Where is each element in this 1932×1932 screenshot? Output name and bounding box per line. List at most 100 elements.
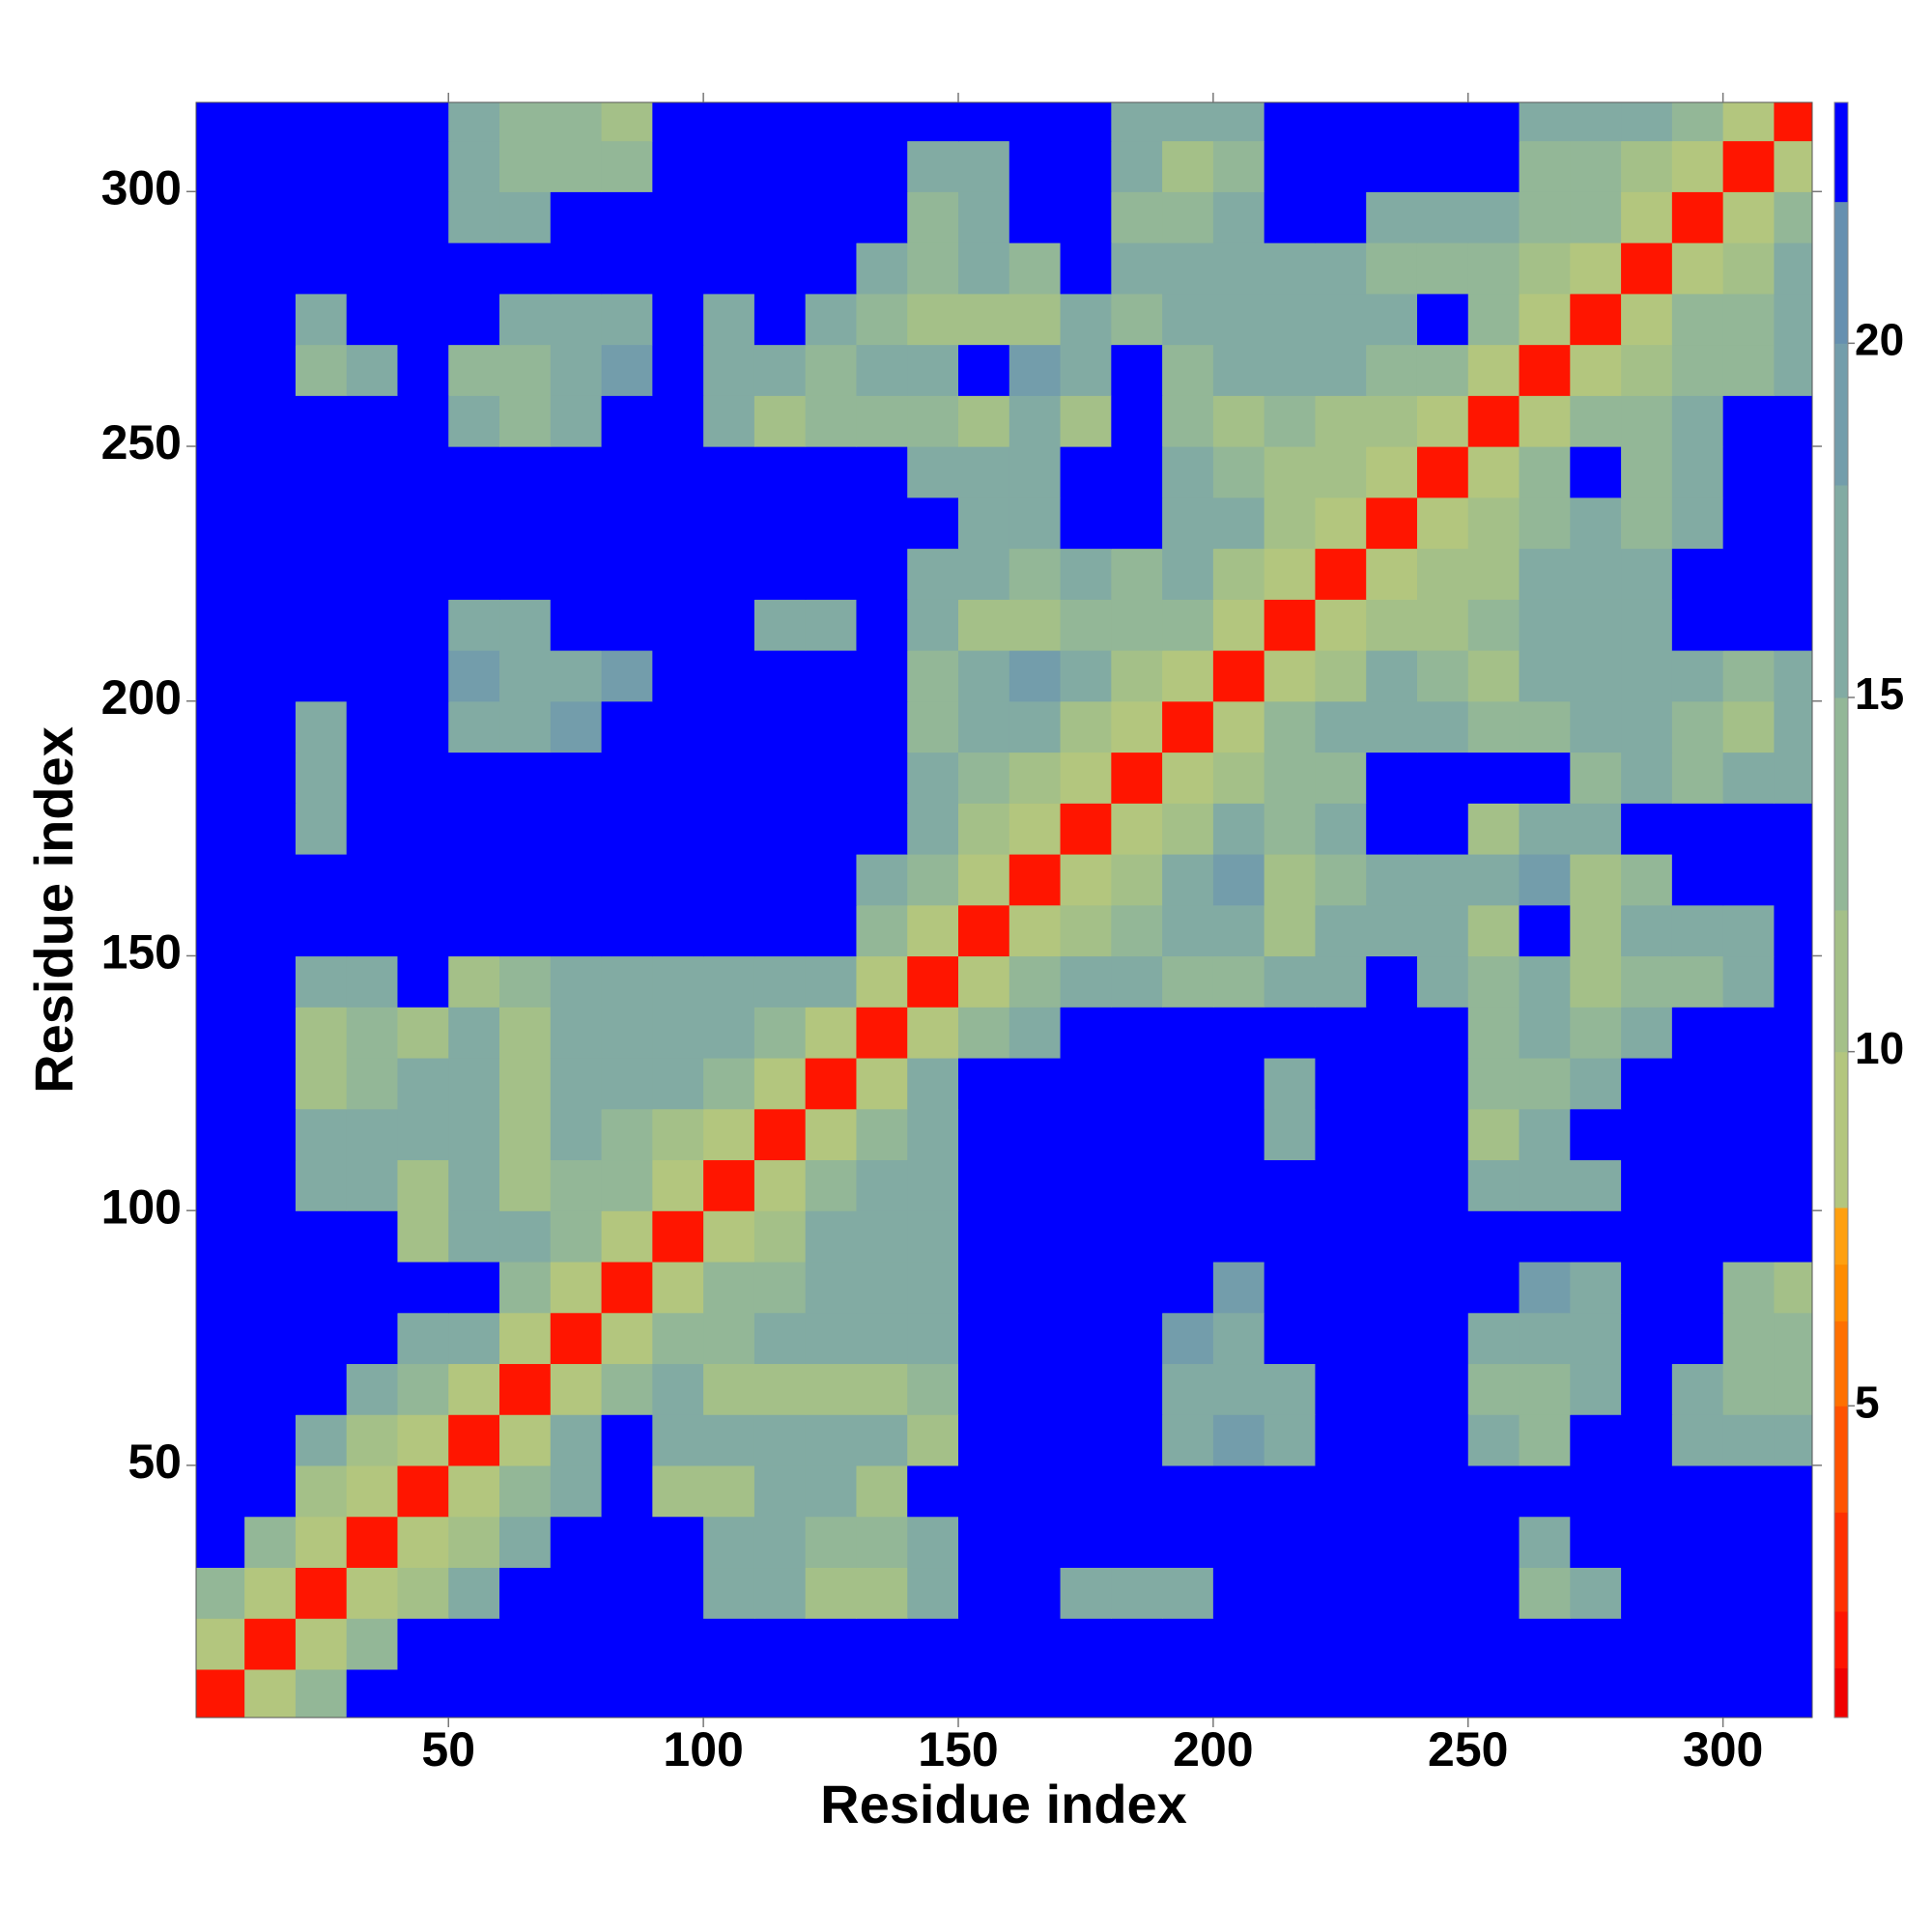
- heatmap-cell: [1671, 1516, 1724, 1569]
- heatmap-cell: [448, 599, 500, 651]
- heatmap-cell: [397, 497, 449, 550]
- heatmap-cell: [652, 242, 704, 295]
- heatmap-cell: [499, 853, 552, 906]
- heatmap-cell: [856, 1007, 908, 1059]
- heatmap-cell: [1212, 1618, 1265, 1670]
- heatmap-cell: [1315, 446, 1367, 498]
- heatmap-cell: [753, 650, 807, 702]
- heatmap-cell: [907, 904, 959, 957]
- heatmap-cell: [1009, 599, 1062, 651]
- heatmap-cell: [1264, 1618, 1317, 1670]
- heatmap-cell: [1519, 1567, 1571, 1619]
- heatmap-cell: [499, 102, 552, 142]
- heatmap-cell: [1315, 955, 1367, 1008]
- heatmap-cell: [1111, 1363, 1163, 1415]
- heatmap-cell: [550, 1108, 603, 1161]
- heatmap-cell: [1671, 700, 1724, 753]
- heatmap-cell: [652, 140, 704, 192]
- heatmap-cell: [805, 1312, 858, 1365]
- heatmap-cell: [346, 446, 399, 498]
- heatmap-cell: [652, 191, 704, 243]
- heatmap-cell: [1621, 1567, 1673, 1619]
- heatmap-cell: [1264, 1159, 1317, 1211]
- heatmap-cell: [1009, 1108, 1062, 1161]
- heatmap-cell: [1519, 1261, 1571, 1314]
- heatmap-cell: [1621, 1261, 1673, 1314]
- heatmap-cell: [753, 1668, 807, 1718]
- heatmap-cell: [448, 1210, 500, 1263]
- heatmap-cell: [1519, 1668, 1571, 1718]
- heatmap-cell: [1009, 700, 1062, 753]
- x-tick-label: 50: [421, 1722, 475, 1776]
- heatmap-cell: [1366, 1464, 1418, 1518]
- heatmap-cell: [550, 1210, 603, 1263]
- heatmap-cell: [397, 1668, 449, 1718]
- heatmap-cell: [805, 102, 858, 142]
- heatmap-cell: [346, 1414, 399, 1466]
- heatmap-cell: [601, 1159, 653, 1211]
- heatmap-cell: [1366, 1668, 1418, 1718]
- heatmap-cell: [753, 1210, 807, 1263]
- heatmap-cell: [1366, 1516, 1418, 1569]
- heatmap-cell: [1671, 1210, 1724, 1263]
- heatmap-cell: [295, 242, 348, 295]
- heatmap-cell: [1774, 293, 1812, 346]
- heatmap-cell: [652, 293, 704, 346]
- heatmap-cell: [856, 293, 908, 346]
- heatmap-cell: [1315, 599, 1367, 651]
- heatmap-cell: [907, 446, 959, 498]
- heatmap-cell: [805, 1414, 858, 1466]
- heatmap-cell: [856, 1363, 908, 1415]
- heatmap-cell: [703, 497, 755, 550]
- y-tick-label: 50: [128, 1435, 182, 1489]
- heatmap-cell: [1315, 1618, 1367, 1670]
- heatmap-cell: [1722, 853, 1776, 906]
- heatmap-cell: [550, 955, 603, 1008]
- heatmap-cell: [1366, 1159, 1418, 1211]
- heatmap-cell: [753, 1363, 807, 1415]
- heatmap-cell: [1212, 853, 1265, 906]
- heatmap-cell: [1519, 1363, 1571, 1415]
- heatmap-cell: [397, 293, 449, 346]
- heatmap-cell: [1774, 1567, 1812, 1619]
- heatmap-cell: [550, 242, 603, 295]
- heatmap-cell: [1416, 955, 1469, 1008]
- heatmap-cell: [1570, 1159, 1622, 1211]
- heatmap-cell: [1111, 1210, 1163, 1263]
- heatmap-cell: [1009, 1516, 1062, 1569]
- heatmap-cell: [1467, 548, 1520, 600]
- heatmap-cell: [397, 191, 449, 243]
- heatmap-cell: [1416, 1159, 1469, 1211]
- heatmap-cell: [907, 242, 959, 295]
- heatmap-cell: [1009, 140, 1062, 192]
- heatmap-cell: [295, 191, 348, 243]
- x-axis-label: Residue index: [820, 1774, 1187, 1834]
- heatmap-cell: [1519, 140, 1571, 192]
- heatmap-cell: [244, 395, 297, 447]
- heatmap-cell: [1366, 650, 1418, 702]
- heatmap-cell: [1162, 650, 1214, 702]
- heatmap-cell: [652, 1007, 704, 1059]
- colorbar-frame: [1833, 101, 1849, 1719]
- heatmap-cell: [1774, 700, 1812, 753]
- heatmap-cell: [196, 1464, 245, 1518]
- heatmap-cell: [448, 803, 500, 855]
- heatmap-cell: [1722, 497, 1776, 550]
- heatmap-cell: [652, 1210, 704, 1263]
- heatmap-cell: [1264, 242, 1317, 295]
- heatmap-cell: [1671, 955, 1724, 1008]
- heatmap-cell: [1519, 752, 1571, 804]
- heatmap-cell: [652, 1668, 704, 1718]
- heatmap-cell: [856, 1261, 908, 1314]
- heatmap-cell: [244, 344, 297, 396]
- heatmap-cell: [753, 446, 807, 498]
- heatmap-cell: [1111, 548, 1163, 600]
- heatmap-cell: [397, 1057, 449, 1110]
- heatmap-cell: [601, 140, 653, 192]
- heatmap-cell: [1467, 1159, 1520, 1211]
- heatmap-cell: [753, 293, 807, 346]
- heatmap-cell: [550, 1668, 603, 1718]
- heatmap-cell: [753, 599, 807, 651]
- heatmap-cell: [958, 1464, 1010, 1518]
- heatmap-cell: [1212, 700, 1265, 753]
